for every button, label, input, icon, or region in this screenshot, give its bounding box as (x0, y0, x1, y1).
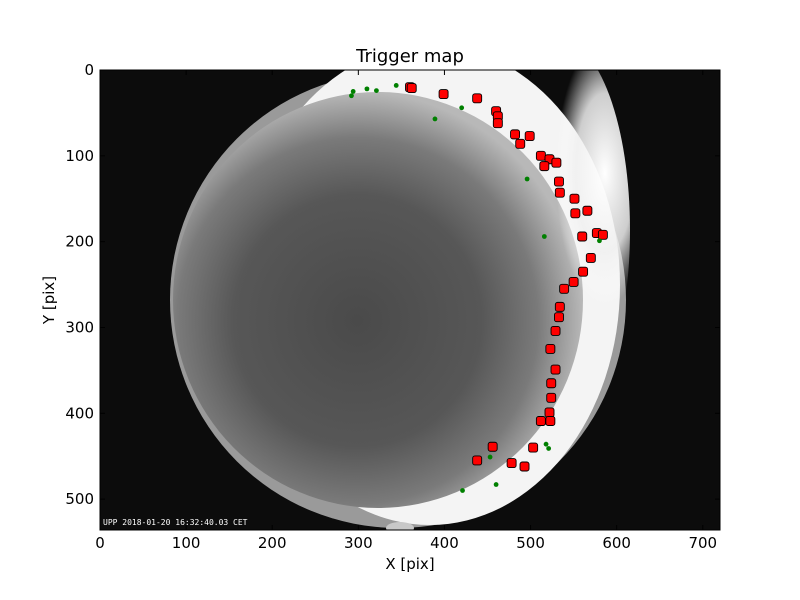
x-tick-label: 700 (688, 534, 717, 552)
green-point (393, 83, 399, 88)
chart-title: Trigger map (355, 46, 464, 67)
green-point (349, 93, 354, 99)
red-point (545, 343, 556, 354)
y-axis: 0 100 200 300 400 500 (65, 61, 720, 508)
timestamp-overlay: UPP 2018-01-20 16:32:40.03 CET (103, 518, 248, 527)
green-point (597, 238, 602, 244)
x-tick-label: 100 (172, 534, 201, 552)
green-point (524, 176, 530, 182)
red-point (578, 266, 589, 277)
red-point (585, 252, 596, 263)
red-point (472, 93, 483, 104)
green-point (541, 234, 547, 239)
red-point (472, 455, 483, 466)
x-axis-title: X [pix] (385, 555, 434, 573)
red-trigger-series (405, 82, 608, 472)
red-point (569, 193, 580, 204)
red-point (546, 378, 557, 389)
red-point (510, 129, 521, 140)
green-point (543, 441, 549, 447)
red-point (554, 301, 565, 312)
red-point (524, 131, 535, 142)
red-point (582, 205, 593, 216)
green-point (364, 86, 370, 92)
x-tick-label: 300 (344, 534, 373, 552)
red-point (554, 312, 564, 323)
y-tick-label: 100 (65, 147, 94, 165)
red-point (519, 461, 530, 472)
green-trigger-series (349, 83, 602, 493)
red-point (535, 416, 546, 426)
x-tick-label: 0 (95, 534, 105, 552)
red-point (550, 364, 561, 375)
green-point (460, 488, 465, 493)
red-point (568, 277, 579, 287)
red-point (559, 283, 570, 294)
y-tick-label: 500 (65, 490, 94, 508)
red-point (577, 231, 588, 242)
plot-frame (99, 69, 721, 531)
y-tick-label: 400 (65, 404, 94, 422)
red-point (554, 176, 564, 187)
red-point (545, 416, 556, 426)
y-tick-label: 300 (65, 318, 94, 336)
red-point (487, 441, 498, 452)
green-point (546, 446, 552, 451)
x-tick-label: 500 (516, 534, 545, 552)
green-point (459, 105, 465, 111)
red-point (539, 161, 550, 172)
red-point (597, 229, 608, 240)
horizon-bottom (386, 522, 414, 530)
green-point (487, 454, 493, 460)
green-point (493, 482, 499, 487)
red-point (506, 458, 517, 469)
red-point (515, 138, 526, 149)
x-tick-label: 600 (602, 534, 631, 552)
green-point (374, 88, 379, 93)
y-axis-title: Y [pix] (40, 276, 58, 325)
red-point (492, 118, 503, 129)
sky-disk (173, 92, 583, 508)
green-point (432, 116, 438, 122)
red-point (544, 407, 555, 418)
red-point (550, 325, 561, 336)
x-tick-label: 400 (430, 534, 459, 552)
red-point (535, 150, 546, 161)
x-axis: 0 100 200 300 400 500 600 700 (95, 70, 717, 552)
red-point (406, 83, 417, 93)
red-point (554, 187, 565, 198)
red-point (570, 208, 581, 219)
y-tick-label: 0 (84, 61, 94, 79)
green-point (350, 89, 356, 94)
sky-glow (490, 70, 630, 420)
data-series (349, 82, 608, 493)
y-tick-label: 200 (65, 233, 94, 251)
red-point (528, 442, 539, 453)
sky-image (100, 70, 720, 530)
x-tick-label: 200 (258, 534, 287, 552)
red-point (546, 392, 557, 403)
red-point (438, 89, 449, 99)
red-point (551, 157, 562, 168)
